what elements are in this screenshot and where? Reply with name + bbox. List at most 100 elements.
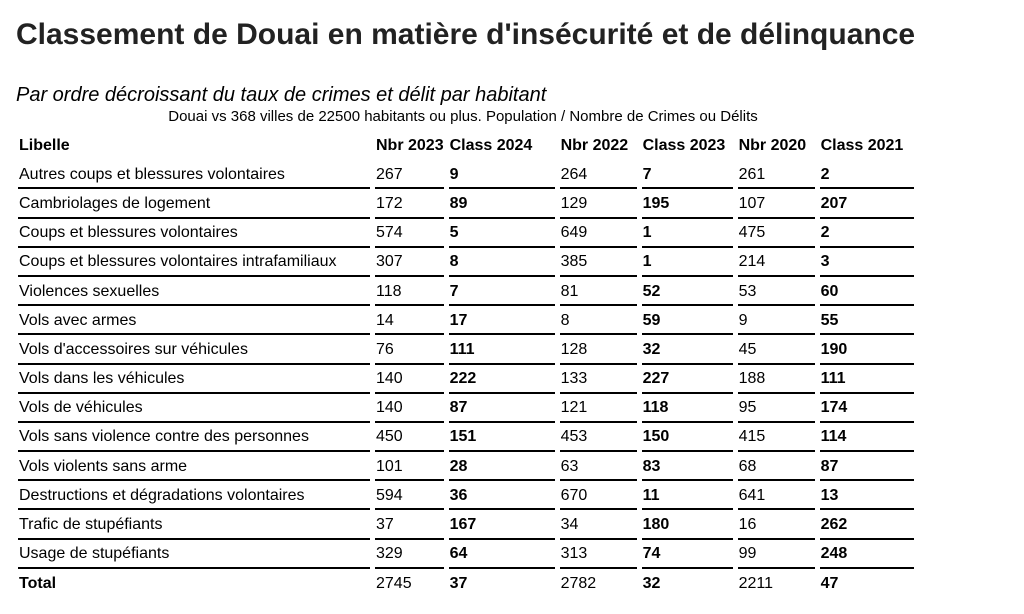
table-cell: 11 xyxy=(641,481,733,511)
table-cell: 111 xyxy=(448,335,555,365)
table-cell: 111 xyxy=(819,365,914,394)
row-label: Autres coups et blessures volontaires xyxy=(18,160,370,190)
page-title: Classement de Douai en matière d'insécur… xyxy=(16,18,916,51)
table-cell: 87 xyxy=(448,394,555,423)
table-cell: 385 xyxy=(559,248,637,277)
table-cell: 87 xyxy=(819,452,914,482)
table-cell: 172 xyxy=(375,189,444,219)
table-cell: 167 xyxy=(448,510,555,540)
table-cell: 53 xyxy=(737,277,815,307)
table-cell: 7 xyxy=(641,160,733,190)
table-cell: 475 xyxy=(737,219,815,248)
table-cell: 261 xyxy=(737,160,815,190)
row-label: Destructions et dégradations volontaires xyxy=(18,481,370,511)
table-row: Vols de véhicules 140 87 121 118 95 174 xyxy=(18,394,914,423)
table-cell: 101 xyxy=(375,452,444,482)
table-cell: 7 xyxy=(448,277,555,307)
row-label: Cambriolages de logement xyxy=(18,189,370,219)
table-cell: 60 xyxy=(819,277,914,307)
table-cell: 264 xyxy=(559,160,637,190)
table-cell: 68 xyxy=(737,452,815,482)
column-header: Nbr 2022 xyxy=(560,136,629,154)
table-cell: 2 xyxy=(819,219,914,248)
column-header: Libelle xyxy=(19,136,70,154)
table-cell: 262 xyxy=(819,510,914,540)
row-label: Vols avec armes xyxy=(18,306,370,336)
table-cell: 34 xyxy=(559,510,637,540)
table-cell: 36 xyxy=(448,481,555,511)
table-cell: 9 xyxy=(448,160,555,190)
table-cell: 81 xyxy=(559,277,637,307)
table-cell: 214 xyxy=(737,248,815,277)
table-cell: 9 xyxy=(737,306,815,336)
row-label: Vols d'accessoires sur véhicules xyxy=(18,335,370,365)
table-cell: 76 xyxy=(375,335,444,365)
table-cell: 267 xyxy=(375,160,444,190)
table-cell: 8 xyxy=(559,306,637,336)
table-cell: 95 xyxy=(737,394,815,423)
table-cell: 118 xyxy=(641,394,733,423)
table-cell: 133 xyxy=(559,365,637,394)
table-cell: 227 xyxy=(641,365,733,394)
table-row: Vols avec armes 14 17 8 59 9 55 xyxy=(18,306,914,336)
column-header: Nbr 2023 xyxy=(376,136,444,154)
table-cell: 329 xyxy=(375,540,444,569)
row-label: Total xyxy=(19,575,57,593)
table-cell: 47 xyxy=(820,575,839,593)
table-cell: 450 xyxy=(375,423,444,453)
row-label: Vols sans violence contre des personnes xyxy=(18,423,370,453)
table-cell: 2782 xyxy=(560,575,597,593)
table-cell: 118 xyxy=(375,277,444,307)
table-cell: 140 xyxy=(375,394,444,423)
table-cell: 128 xyxy=(559,335,637,365)
column-header: Class 2024 xyxy=(449,136,533,154)
table-row: Coups et blessures volontaires 574 5 649 1 47… xyxy=(18,219,914,248)
table-cell: 195 xyxy=(641,189,733,219)
table-cell: 188 xyxy=(737,365,815,394)
table-cell: 248 xyxy=(819,540,914,569)
table-cell: 3 xyxy=(819,248,914,277)
table-cell: 83 xyxy=(641,452,733,482)
table-cell: 107 xyxy=(737,189,815,219)
table-cell: 222 xyxy=(448,365,555,394)
table-cell: 453 xyxy=(559,423,637,453)
row-label: Coups et blessures volontaires intrafami… xyxy=(18,248,370,277)
table-cell: 174 xyxy=(819,394,914,423)
table-cell: 13 xyxy=(819,481,914,511)
column-header: Nbr 2020 xyxy=(738,136,807,154)
table-cell: 63 xyxy=(559,452,637,482)
table-cell: 150 xyxy=(641,423,733,453)
subtitle: Par ordre décroissant du taux de crimes … xyxy=(16,84,547,106)
table-row: Vols dans les véhicules 140 222 133 227 188 11… xyxy=(18,365,914,394)
table-cell: 1 xyxy=(641,219,733,248)
table-cell: 2211 xyxy=(738,575,773,593)
row-label: Coups et blessures volontaires xyxy=(18,219,370,248)
table-cell: 64 xyxy=(448,540,555,569)
column-header: Class 2023 xyxy=(642,136,726,154)
table-cell: 37 xyxy=(449,575,468,593)
table-cell: 313 xyxy=(559,540,637,569)
row-label: Vols violents sans arme xyxy=(18,452,370,482)
table-cell: 89 xyxy=(448,189,555,219)
table-cell: 129 xyxy=(559,189,637,219)
description: Douai vs 368 villes de 22500 habitants o… xyxy=(168,108,758,125)
column-header: Class 2021 xyxy=(820,136,904,154)
ranking-table: Libelle Nbr 2023 Class 2024 Nbr 2022 Class 2… xyxy=(13,131,919,598)
table-cell: 2745 xyxy=(376,575,412,593)
table-row: Usage de stupéfiants 329 64 313 74 99 248 xyxy=(18,540,914,569)
table-row: Destructions et dégradations volontaires… xyxy=(18,481,914,511)
table-row: Violences sexuelles 118 7 81 52 53 60 xyxy=(18,277,914,307)
table-cell: 307 xyxy=(375,248,444,277)
row-label: Violences sexuelles xyxy=(18,277,370,307)
table-cell: 207 xyxy=(819,189,914,219)
table-cell: 55 xyxy=(819,306,914,336)
table-cell: 180 xyxy=(641,510,733,540)
row-label: Usage de stupéfiants xyxy=(18,540,370,569)
table-cell: 1 xyxy=(641,248,733,277)
table-row: Vols violents sans arme 101 28 63 83 68 87 xyxy=(18,452,914,482)
table-row: Cambriolages de logement 172 89 129 195 107 20… xyxy=(18,189,914,219)
table-cell: 32 xyxy=(642,575,661,593)
table-cell: 594 xyxy=(375,481,444,511)
table-cell: 649 xyxy=(559,219,637,248)
table-cell: 641 xyxy=(737,481,815,511)
